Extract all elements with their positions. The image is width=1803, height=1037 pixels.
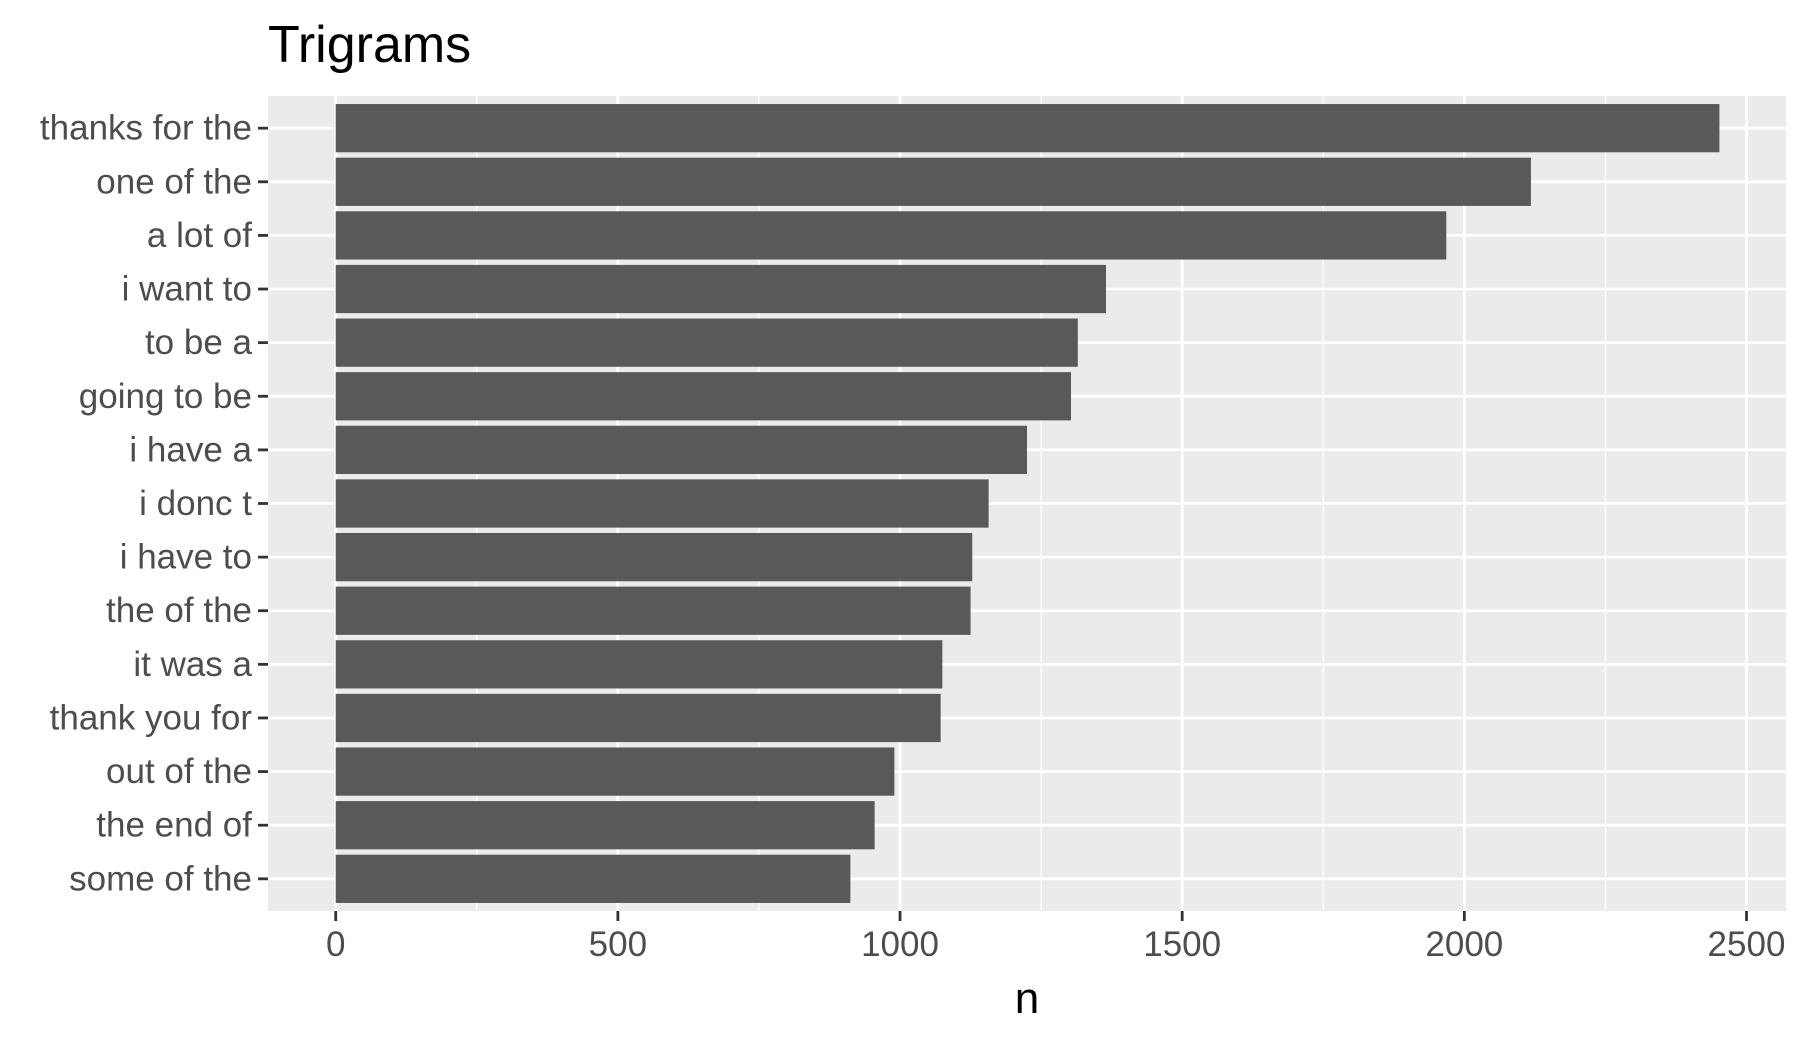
- bar: [335, 372, 1072, 421]
- y-tick-label: i have to: [120, 538, 252, 577]
- y-tick-label: to be a: [145, 323, 253, 362]
- bar: [335, 318, 1078, 367]
- bar: [335, 586, 971, 635]
- x-axis-title: n: [1015, 974, 1039, 1023]
- bar: [335, 157, 1531, 206]
- y-tick-label: thank you for: [50, 698, 253, 737]
- bar: [335, 425, 1027, 475]
- x-tick-label: 0: [326, 925, 345, 964]
- y-tick-label: going to be: [79, 377, 252, 416]
- chart-title: Trigrams: [268, 16, 471, 74]
- bar: [335, 801, 875, 850]
- y-tick-label: the of the: [106, 591, 252, 630]
- x-tick-label: 500: [589, 925, 647, 964]
- bar: [335, 211, 1447, 260]
- y-tick-label: a lot of: [147, 216, 252, 255]
- y-tick-label: one of the: [96, 162, 252, 201]
- bar: [335, 264, 1107, 314]
- bar: [335, 854, 851, 903]
- y-tick-label: it was a: [133, 645, 252, 684]
- y-tick-label: i want to: [122, 270, 252, 309]
- bar: [335, 479, 989, 528]
- bar: [335, 640, 943, 689]
- bar: [335, 104, 1720, 153]
- y-tick-label: thanks for the: [40, 109, 252, 148]
- x-tick-label: 2500: [1708, 925, 1786, 964]
- y-tick-label: out of the: [106, 752, 252, 791]
- y-axis: thanks for the one of the a lot of i want t…: [40, 109, 268, 898]
- x-tick-label: 1000: [861, 925, 939, 964]
- y-tick-label: the end of: [96, 806, 252, 845]
- bar: [335, 747, 895, 796]
- x-axis: 0 500 1000 1500 2000 2500: [326, 911, 1785, 964]
- x-tick-label: 2000: [1425, 925, 1503, 964]
- bar: [335, 532, 973, 582]
- y-tick-label: i have a: [129, 430, 252, 469]
- bar: [335, 693, 941, 743]
- y-tick-label: some of the: [69, 859, 252, 898]
- bars: [335, 104, 1720, 903]
- y-tick-label: i donc t: [139, 484, 252, 523]
- x-tick-label: 1500: [1143, 925, 1221, 964]
